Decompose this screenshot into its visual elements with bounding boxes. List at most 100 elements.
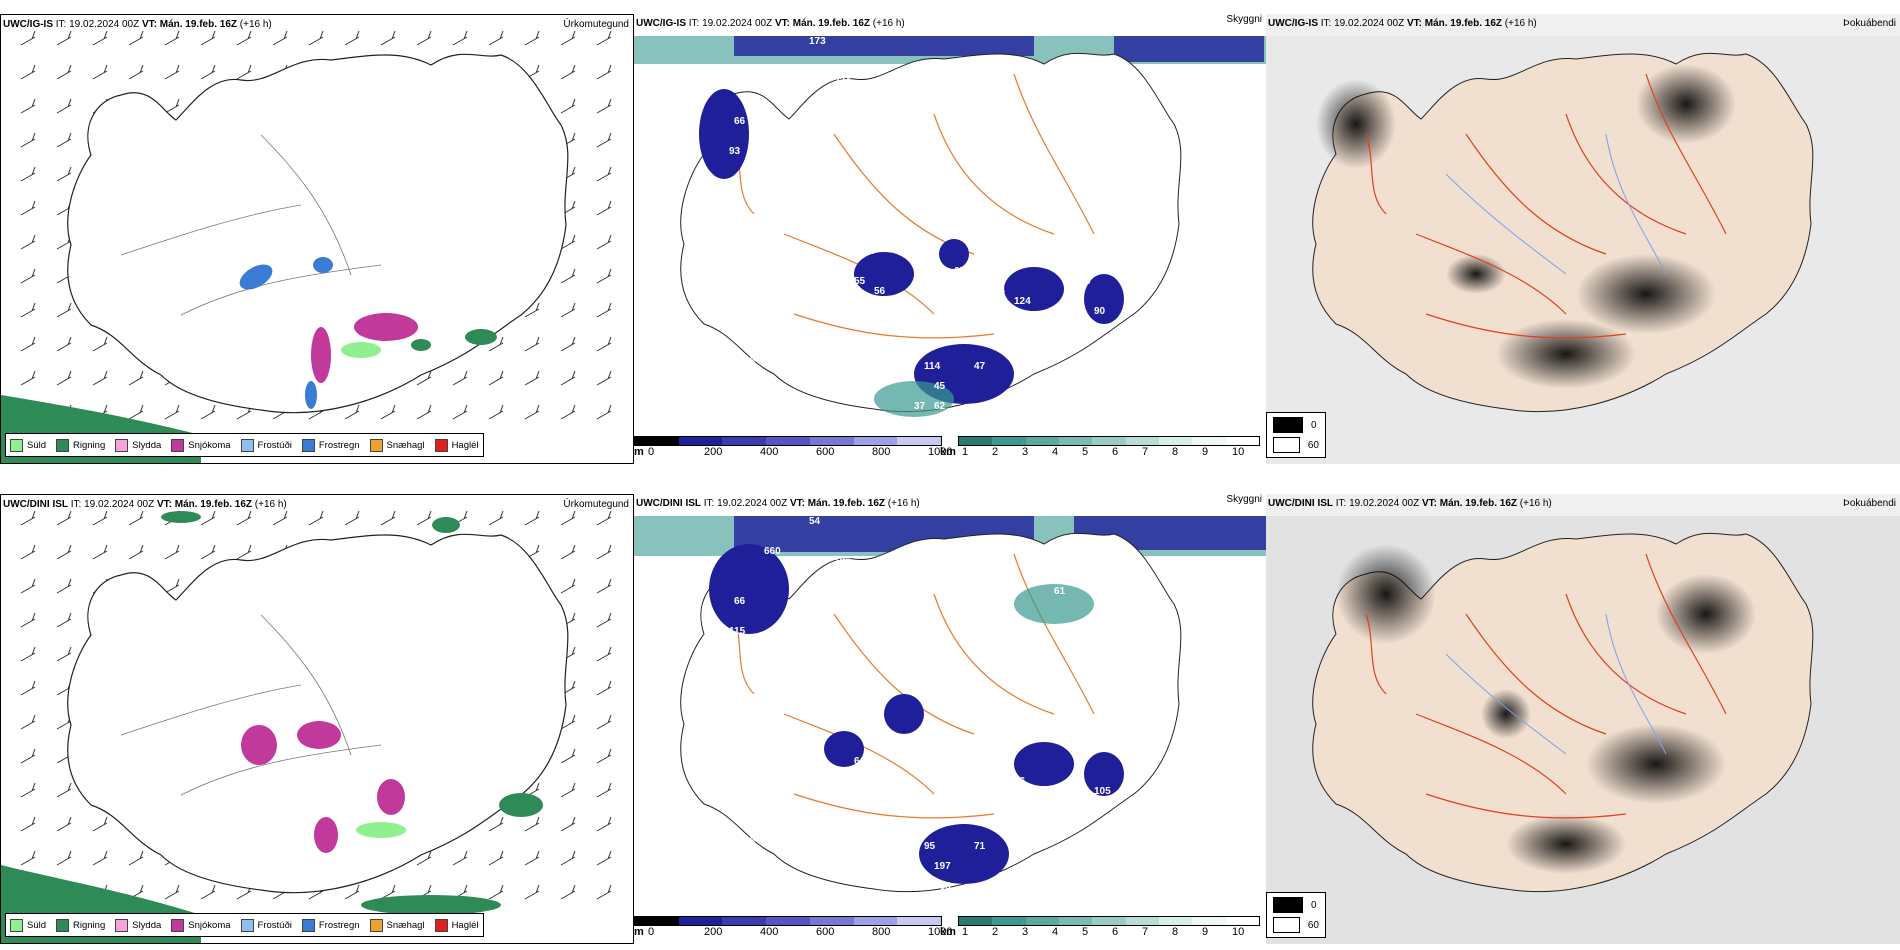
wind-barb	[596, 544, 612, 560]
wind-barb	[488, 850, 504, 866]
wind-barb	[56, 782, 72, 798]
cloud-label: 96	[994, 286, 1006, 297]
wind-barb	[560, 404, 576, 420]
wind-barb	[200, 404, 216, 420]
wind-barb	[596, 646, 612, 662]
colorbar-km-unit: km	[940, 926, 956, 938]
wind-barb	[488, 510, 504, 526]
legend-swatch	[171, 438, 185, 452]
colorbar-km-tick: 7	[1142, 446, 1149, 458]
wind-barb	[20, 302, 36, 318]
wind-barb	[488, 370, 504, 386]
wind-barb	[596, 816, 612, 832]
wind-barb	[560, 884, 576, 900]
colorbar-km-tick: 9	[1202, 926, 1209, 938]
colorbar-km-tick: 10	[1232, 446, 1245, 458]
cloud-label: 42	[984, 401, 996, 412]
legend-swatch	[301, 918, 315, 932]
colorbar-m-tick: 1000	[928, 926, 953, 938]
wind-barb	[236, 30, 252, 46]
wind-barb	[524, 850, 540, 866]
wind-barb	[56, 850, 72, 866]
cloud-label: 91	[994, 766, 1006, 777]
wind-barb	[20, 612, 36, 628]
legend-swatch	[115, 918, 129, 932]
colorbar-km-tick: 3	[1022, 446, 1029, 458]
wind-barb	[200, 510, 216, 526]
wind-barb	[56, 816, 72, 832]
cloud-label: 193	[1074, 536, 1091, 547]
cloud-label: 110	[1114, 66, 1131, 77]
legend-item: Rigning	[56, 438, 106, 452]
cloud-label: 114	[924, 361, 941, 372]
wind-barb	[56, 578, 72, 594]
wind-barb	[560, 302, 576, 318]
colorbar-m-tick: 800	[872, 446, 891, 458]
cloud-label: 348	[804, 351, 821, 362]
wind-barb	[560, 336, 576, 352]
wind-barb	[20, 850, 36, 866]
wind-barb	[596, 132, 612, 148]
cloud-label: 62	[799, 156, 811, 167]
legend-item: Snjókoma	[171, 918, 231, 932]
wind-barb	[596, 336, 612, 352]
wind-barb	[560, 782, 576, 798]
legend-item: Snjókoma	[171, 438, 231, 452]
wind-barb	[596, 748, 612, 764]
wind-barb	[488, 816, 504, 832]
legend-label: Rigning	[73, 439, 106, 451]
wind-barb	[272, 30, 288, 46]
wind-barb	[380, 30, 396, 46]
wind-barb	[164, 98, 180, 114]
wind-barb	[200, 544, 216, 560]
cloud-label: 90	[1094, 306, 1106, 317]
colorbar-m-unit: m	[634, 446, 644, 458]
wind-barb	[20, 370, 36, 386]
wind-barb	[56, 132, 72, 148]
wind-barb	[488, 336, 504, 352]
cloud-label: 72	[794, 86, 806, 97]
cloud-label: 62	[934, 401, 946, 412]
cloud-label: 105	[1074, 56, 1091, 67]
fog-legend-bottom: 0 60	[1266, 892, 1326, 938]
legend-item: Rigning	[56, 918, 105, 932]
wind-barb	[56, 336, 72, 352]
cloud-label: 58	[694, 251, 706, 262]
cloud-label: 66	[799, 636, 811, 647]
cloud-label: 173	[809, 36, 826, 47]
legend-swatch	[115, 438, 129, 452]
fog-title-top: Þokuábendi	[1843, 18, 1896, 29]
wind-barb	[92, 336, 108, 352]
cloud-label: 217	[874, 766, 891, 777]
wind-barb	[344, 884, 360, 900]
wind-barb	[128, 370, 144, 386]
colorbar-km-tick: 4	[1052, 926, 1059, 938]
wind-barb	[416, 370, 432, 386]
cloud-label: 180	[794, 566, 811, 577]
legend-item: Frostúði	[240, 918, 292, 932]
wind-barb	[20, 200, 36, 216]
colorbar-m-tick: 200	[704, 446, 723, 458]
wind-barb	[56, 646, 72, 662]
wind-barb	[560, 268, 576, 284]
wind-barb	[560, 234, 576, 250]
colorbar-km-tick: 7	[1142, 926, 1149, 938]
cloud-label: 16	[854, 306, 866, 317]
wind-barb	[92, 370, 108, 386]
colorbar-km-tick: 3	[1022, 926, 1029, 938]
fog-header-top: UWC/IG-IS IT: 19.02.2024 00Z VT: Mán. 19…	[1268, 18, 1537, 29]
cloud-label: 115	[1154, 556, 1171, 567]
cloud-map-bottom: 54 660 180 186 194 193 152 115 143 115 134 76 66 66 69…	[634, 516, 1266, 893]
cloud-label: 47	[974, 361, 986, 372]
wind-barb	[596, 510, 612, 526]
legend-swatch	[369, 438, 383, 452]
wind-barb	[560, 714, 576, 730]
wind-barb	[128, 510, 144, 526]
wind-barb	[20, 714, 36, 730]
cloud-label: 61	[914, 256, 926, 267]
wind-barb	[488, 30, 504, 46]
wind-barb	[380, 510, 396, 526]
fog-panel-bottom: UWC/DINI ISL IT: 19.02.2024 00Z VT: Mán.…	[1266, 494, 1900, 944]
colorbar-km-tick: 6	[1112, 926, 1119, 938]
legend-item: Súld	[10, 918, 46, 932]
